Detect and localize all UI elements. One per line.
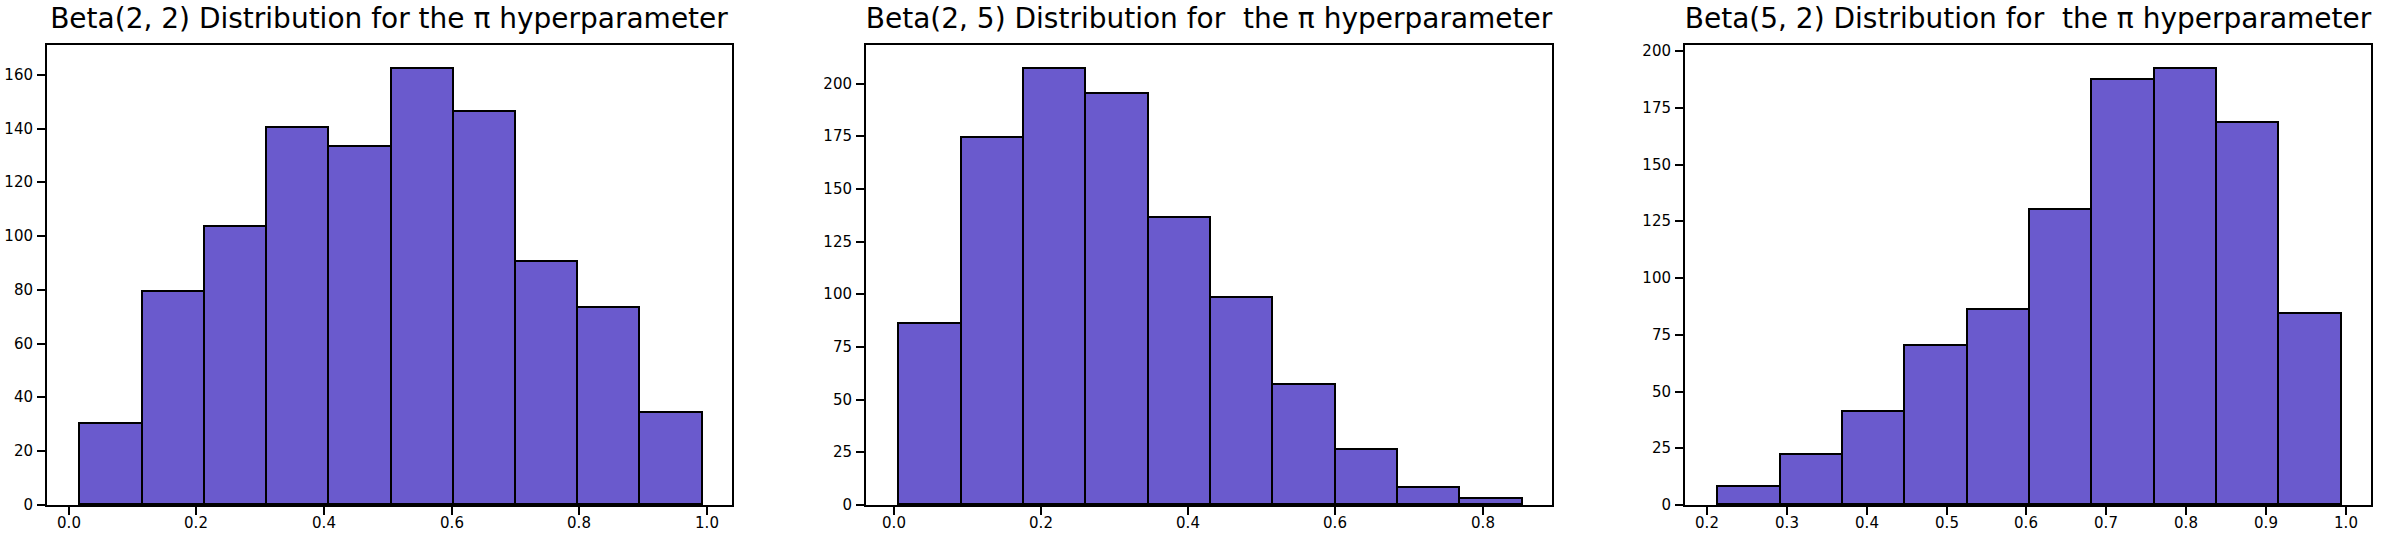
y-tick-label: 125 <box>1642 214 1671 229</box>
figure-canvas: Beta(2, 2) Distribution for the π hyperp… <box>0 0 2381 538</box>
y-tick-label: 175 <box>1642 101 1671 116</box>
x-tick-label: 0.6 <box>2014 516 2038 531</box>
x-tick-label: 0.8 <box>2174 516 2198 531</box>
histogram-beta-5-2: Beta(5, 2) Distribution for the π hyperp… <box>0 0 2381 538</box>
y-tick-mark <box>1675 447 1683 449</box>
histogram-bar <box>1966 308 2030 505</box>
y-tick-label: 150 <box>1642 158 1671 173</box>
x-tick-label: 0.4 <box>1855 516 1879 531</box>
x-tick-label: 0.2 <box>1695 516 1719 531</box>
histogram-bar <box>2028 208 2092 505</box>
histogram-bar <box>1779 453 1843 505</box>
y-tick-mark <box>1675 107 1683 109</box>
histogram-bar <box>1903 344 1968 505</box>
plot-area: 02550751001251501752000.20.30.40.50.60.7… <box>1683 43 2373 507</box>
y-tick-mark <box>1675 220 1683 222</box>
x-tick-label: 0.9 <box>2254 516 2278 531</box>
y-tick-label: 75 <box>1652 328 1671 343</box>
y-tick-label: 25 <box>1652 441 1671 456</box>
histogram-bar <box>2153 67 2217 505</box>
x-tick-label: 1.0 <box>2334 516 2358 531</box>
histogram-bar <box>2090 78 2155 505</box>
y-tick-label: 0 <box>1661 498 1671 513</box>
x-tick-label: 0.3 <box>1775 516 1799 531</box>
y-tick-label: 100 <box>1642 271 1671 286</box>
x-tick-label: 0.5 <box>1935 516 1959 531</box>
y-tick-mark <box>1675 504 1683 506</box>
histogram-bar <box>2215 121 2279 505</box>
y-tick-label: 50 <box>1652 385 1671 400</box>
y-tick-mark <box>1675 277 1683 279</box>
y-tick-label: 200 <box>1642 44 1671 59</box>
y-tick-mark <box>1675 164 1683 166</box>
y-tick-mark <box>1675 50 1683 52</box>
histogram-bar <box>1841 410 1905 505</box>
y-tick-mark <box>1675 334 1683 336</box>
chart-title: Beta(5, 2) Distribution for the π hyperp… <box>1685 3 2372 35</box>
histogram-bar <box>2277 312 2342 505</box>
x-tick-label: 0.7 <box>2094 516 2118 531</box>
histogram-bar <box>1716 485 1781 505</box>
y-tick-mark <box>1675 391 1683 393</box>
